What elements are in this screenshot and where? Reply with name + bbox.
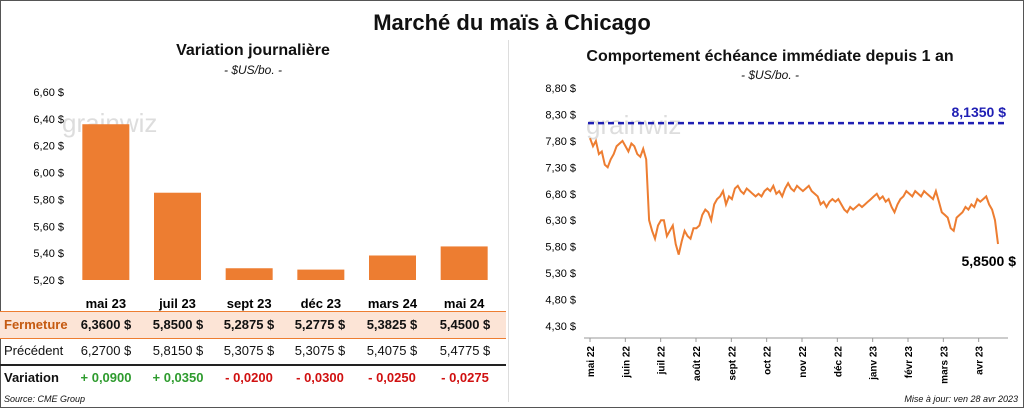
fermeture-value: 6,3600 $ bbox=[80, 317, 132, 332]
bar bbox=[82, 124, 130, 280]
variation-value: + 0,0900 bbox=[80, 370, 132, 385]
y-tick-label: 5,80 $ bbox=[33, 194, 64, 206]
update-note: Mise à jour: ven 28 avr 2023 bbox=[904, 394, 1018, 404]
price-line bbox=[589, 137, 999, 255]
y-tick-label: 5,20 $ bbox=[33, 275, 64, 287]
fermeture-label: Fermeture bbox=[4, 317, 68, 332]
left-chart-title: Variation journalière bbox=[176, 42, 330, 59]
variation-label: Variation bbox=[4, 370, 59, 385]
x-tick-label: févr 23 bbox=[904, 346, 915, 379]
variation-row: Variation + 0,0900 + 0,0350 - 0,0200 - 0… bbox=[0, 365, 506, 391]
precedent-value: 5,3075 $ bbox=[223, 343, 275, 358]
fermeture-value: 5,2775 $ bbox=[294, 317, 346, 332]
y-tick-label: 5,80 $ bbox=[545, 242, 576, 254]
y-tick-label: 7,30 $ bbox=[545, 162, 576, 174]
x-tick-label: mars 23 bbox=[939, 346, 950, 384]
left-chart-unit: - $US/bo. - bbox=[223, 63, 283, 77]
precedent-value: 5,3075 $ bbox=[294, 343, 346, 358]
y-tick-label: 6,00 $ bbox=[33, 168, 64, 180]
x-tick-label: juin 22 bbox=[621, 346, 632, 379]
precedent-value: 6,2700 $ bbox=[80, 343, 132, 358]
last-price-label: 5,8500 $ bbox=[962, 253, 1017, 269]
x-tick-label: mai 22 bbox=[586, 346, 597, 378]
right-chart-unit: - $US/bo. - bbox=[740, 68, 800, 82]
x-tick-label: déc 23 bbox=[301, 296, 341, 311]
x-tick-label: janv 23 bbox=[869, 346, 880, 381]
panel-divider bbox=[508, 40, 509, 402]
x-tick-label: avr 23 bbox=[975, 346, 986, 375]
line-chart: grainwiz 4,30 $ 4,80 $ 5,30 $ 5,80 $ 6,30 $ 6… bbox=[545, 83, 1017, 384]
y-tick-label: 6,30 $ bbox=[545, 215, 576, 227]
x-tick-label: oct 22 bbox=[763, 346, 774, 375]
bar bbox=[369, 255, 416, 280]
variation-value: - 0,0275 bbox=[441, 370, 489, 385]
x-tick-label: mai 23 bbox=[86, 296, 126, 311]
variation-value: - 0,0250 bbox=[368, 370, 416, 385]
precedent-value: 5,8150 $ bbox=[152, 343, 204, 358]
precedent-label: Précédent bbox=[4, 343, 64, 358]
x-tick-label: sept 23 bbox=[227, 296, 272, 311]
y-tick-label: 4,30 $ bbox=[545, 321, 576, 333]
y-tick-label: 6,20 $ bbox=[33, 141, 64, 153]
variation-value: + 0,0350 bbox=[152, 370, 204, 385]
bar-chart: grainwiz 5,20 $5,40 $5,60 $5,80 $6,00 $6… bbox=[33, 87, 488, 311]
x-tick-label: nov 22 bbox=[798, 346, 809, 378]
page-title: Marché du maïs à Chicago bbox=[373, 10, 651, 35]
precedent-value: 5,4075 $ bbox=[366, 343, 418, 358]
right-chart-title: Comportement échéance immédiate depuis 1… bbox=[586, 48, 954, 65]
fermeture-row: Fermeture 6,3600 $ 5,8500 $ 5,2875 $ 5,2… bbox=[0, 311, 506, 339]
y-tick-label: 5,60 $ bbox=[33, 221, 64, 233]
bar bbox=[440, 246, 488, 280]
fermeture-value: 5,4500 $ bbox=[439, 317, 491, 332]
variation-value: - 0,0300 bbox=[296, 370, 344, 385]
x-tick-label: juil 22 bbox=[657, 346, 668, 376]
fermeture-value: 5,2875 $ bbox=[223, 317, 275, 332]
y-tick-label: 6,60 $ bbox=[33, 87, 64, 99]
y-tick-label: 5,40 $ bbox=[33, 248, 64, 260]
reference-label: 8,1350 $ bbox=[952, 104, 1007, 120]
x-tick-label: août 22 bbox=[692, 346, 703, 381]
y-tick-label: 4,80 $ bbox=[545, 295, 576, 307]
bar bbox=[297, 269, 345, 280]
precedent-row: Précédent 6,2700 $ 5,8150 $ 5,3075 $ 5,3… bbox=[0, 338, 506, 366]
bar bbox=[225, 268, 273, 280]
x-tick-label: déc 22 bbox=[833, 346, 844, 378]
x-tick-label: mars 24 bbox=[368, 296, 418, 311]
fermeture-value: 5,3825 $ bbox=[366, 317, 418, 332]
bar bbox=[154, 192, 201, 280]
y-tick-label: 8,30 $ bbox=[545, 109, 576, 121]
x-tick-label: sept 22 bbox=[727, 346, 738, 381]
watermark: grainwiz bbox=[586, 110, 681, 140]
y-tick-label: 6,80 $ bbox=[545, 189, 576, 201]
x-tick-label: mai 24 bbox=[444, 296, 485, 311]
variation-value: - 0,0200 bbox=[225, 370, 273, 385]
y-tick-label: 8,80 $ bbox=[545, 83, 576, 95]
precedent-value: 5,4775 $ bbox=[439, 343, 491, 358]
x-tick-label: juil 23 bbox=[158, 296, 196, 311]
y-tick-label: 6,40 $ bbox=[33, 114, 64, 126]
source-note: Source: CME Group bbox=[4, 394, 86, 404]
y-tick-label: 5,30 $ bbox=[545, 268, 576, 280]
y-tick-label: 7,80 $ bbox=[545, 136, 576, 148]
fermeture-value: 5,8500 $ bbox=[152, 317, 204, 332]
